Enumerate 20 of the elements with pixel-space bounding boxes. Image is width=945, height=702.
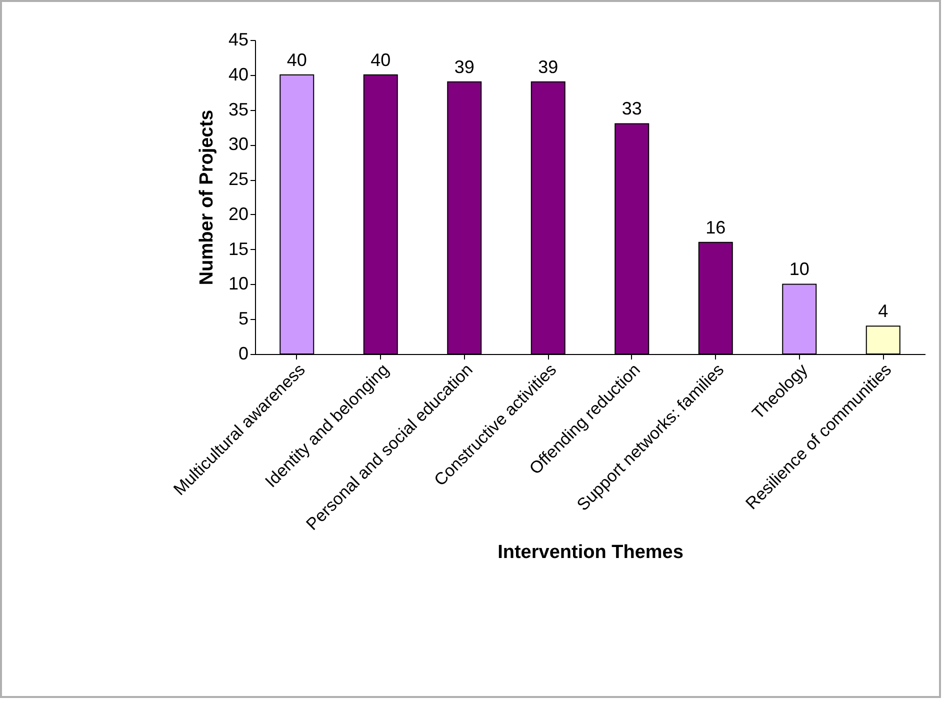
y-tick-label: 15 (228, 238, 248, 259)
data-label: 33 (622, 98, 642, 119)
y-tick-label: 20 (228, 204, 248, 224)
y-tick-label: 25 (228, 169, 248, 190)
data-label: 4 (878, 301, 888, 322)
y-tick-label: 0 (238, 344, 248, 364)
data-label: 40 (286, 50, 307, 70)
data-label: 10 (789, 259, 810, 280)
y-axis-title: Number of Projects (196, 110, 218, 286)
data-label: 39 (538, 56, 558, 77)
y-tick-label: 10 (228, 274, 248, 294)
y-tick-label: 35 (228, 99, 248, 120)
y-tick-label: 30 (228, 134, 248, 154)
data-label: 39 (454, 56, 474, 77)
y-tick-label: 5 (238, 308, 248, 329)
data-label: 40 (370, 50, 391, 70)
y-tick-label: 45 (228, 30, 248, 50)
y-tick-label: 40 (228, 64, 248, 84)
x-axis-title: Intervention Themes (498, 542, 684, 564)
data-label: 16 (706, 217, 726, 238)
